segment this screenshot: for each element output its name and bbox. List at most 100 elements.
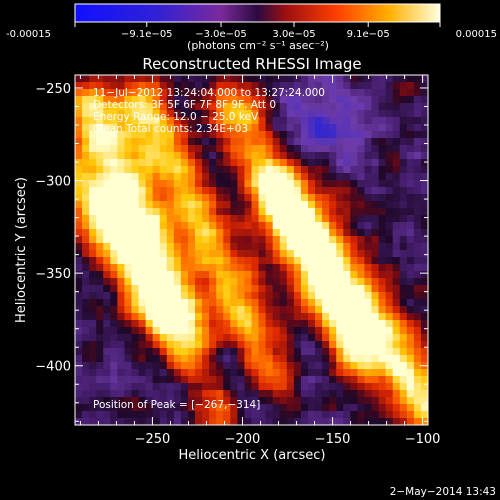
heatmap-cell: [152, 257, 161, 265]
heatmap-cell: [223, 250, 231, 258]
heatmap-cell: [103, 138, 111, 146]
heatmap-cell: [413, 152, 422, 160]
heatmap-cell: [413, 236, 422, 244]
heatmap-cell: [378, 215, 387, 223]
heatmap-cell: [336, 250, 344, 258]
heatmap-cell: [286, 390, 295, 398]
heatmap-cell: [336, 124, 344, 132]
heatmap-cell: [223, 383, 231, 391]
heatmap-cell: [307, 271, 316, 279]
heatmap-cell: [202, 320, 210, 328]
heatmap-cell: [89, 376, 97, 384]
heatmap-cell: [202, 131, 210, 139]
heatmap-cell: [413, 299, 422, 307]
heatmap-cell: [258, 362, 267, 370]
heatmap-cell: [315, 355, 323, 363]
heatmap-cell: [117, 355, 125, 363]
heatmap-cell: [138, 418, 146, 425]
heatmap-cell: [293, 278, 302, 286]
heatmap-cell: [82, 285, 90, 293]
heatmap-cell: [307, 159, 316, 167]
heatmap-cell: [371, 250, 379, 258]
heatmap-cell: [357, 236, 365, 244]
heatmap-cell: [364, 96, 372, 104]
heatmap-cell: [110, 257, 118, 265]
heatmap-cell: [293, 117, 302, 125]
heatmap-cell: [131, 201, 139, 209]
heatmap-cell: [251, 124, 259, 132]
heatmap-cell: [364, 110, 372, 118]
heatmap-cell: [138, 201, 146, 209]
heatmap-cell: [173, 89, 182, 97]
heatmap-cell: [272, 166, 281, 174]
heatmap-cell: [251, 299, 259, 307]
heatmap-cell: [315, 341, 323, 349]
heatmap-cell: [173, 334, 182, 342]
heatmap-cell: [406, 110, 415, 118]
heatmap-cell: [166, 397, 175, 405]
heatmap-cell: [152, 348, 161, 356]
heatmap-cell: [279, 376, 288, 384]
heatmap-cell: [110, 341, 118, 349]
heatmap-cell: [286, 327, 295, 335]
heatmap-cell: [258, 299, 267, 307]
heatmap-cell: [237, 243, 245, 251]
heatmap-cell: [117, 103, 125, 111]
heatmap-cell: [272, 418, 281, 425]
heatmap-cell: [329, 145, 337, 153]
heatmap-cell: [399, 278, 408, 286]
heatmap-cell: [286, 82, 295, 90]
heatmap-cell: [145, 320, 154, 328]
heatmap-cell: [237, 117, 245, 125]
heatmap-cell: [223, 75, 231, 83]
heatmap-cell: [209, 96, 217, 104]
heatmap-cell: [117, 131, 125, 139]
heatmap-cell: [180, 306, 189, 314]
heatmap-cell: [293, 152, 302, 160]
heatmap-cell: [315, 138, 323, 146]
heatmap-cell: [230, 194, 238, 202]
heatmap-cell: [195, 271, 203, 279]
heatmap-cell: [103, 320, 111, 328]
heatmap-cell: [378, 313, 387, 321]
heatmap-cell: [265, 215, 274, 223]
heatmap-cell: [244, 299, 252, 307]
heatmap-cell: [187, 257, 196, 265]
heatmap-cell: [413, 397, 422, 405]
heatmap-cell: [75, 320, 83, 328]
heatmap-cell: [357, 271, 365, 279]
heatmap-cell: [110, 103, 118, 111]
heatmap-cell: [336, 348, 344, 356]
heatmap-cell: [103, 271, 111, 279]
heatmap-cell: [173, 166, 182, 174]
heatmap-cell: [322, 208, 330, 216]
heatmap-cell: [286, 138, 295, 146]
heatmap-cell: [124, 236, 132, 244]
heatmap-cell: [300, 369, 309, 377]
heatmap-cell: [392, 383, 401, 391]
heatmap-cell: [202, 292, 210, 300]
heatmap-cell: [195, 103, 203, 111]
heatmap-cell: [251, 271, 259, 279]
heatmap-cell: [237, 152, 245, 160]
heatmap-cell: [378, 376, 387, 384]
heatmap-cell: [364, 334, 372, 342]
heatmap-cell: [329, 285, 337, 293]
heatmap-cell: [392, 131, 401, 139]
heatmap-cell: [322, 229, 330, 237]
heatmap-cell: [180, 376, 189, 384]
heatmap-cell: [216, 75, 224, 83]
heatmap-cell: [378, 194, 387, 202]
heatmap-cell: [315, 201, 323, 209]
heatmap-cell: [145, 250, 154, 258]
heatmap-cell: [279, 222, 288, 230]
heatmap-cell: [96, 341, 104, 349]
heatmap-cell: [279, 152, 288, 160]
heatmap-cell: [223, 103, 231, 111]
heatmap-cell: [230, 390, 238, 398]
heatmap-cell: [195, 313, 203, 321]
heatmap-cell: [230, 96, 238, 104]
heatmap-cell: [329, 180, 337, 188]
heatmap-cell: [173, 117, 182, 125]
heatmap-cell: [420, 208, 428, 216]
